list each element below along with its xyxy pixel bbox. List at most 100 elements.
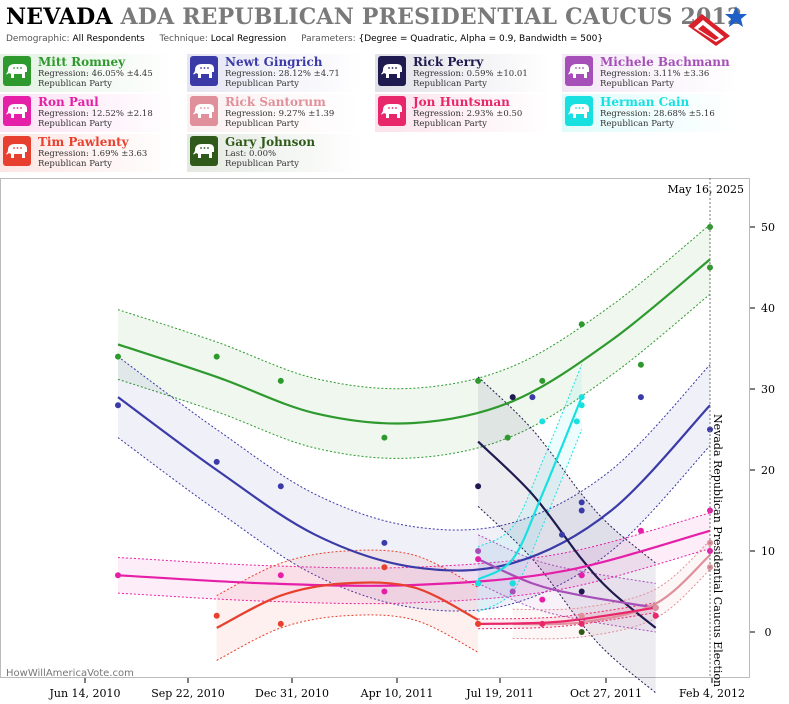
elephant-icon [190, 96, 218, 126]
poll-point-mitt-romney [539, 377, 546, 384]
poll-point-ron-paul [475, 556, 482, 563]
technique-value: Local Regression [210, 34, 287, 44]
band-lower-herman-cain [477, 429, 583, 613]
poll-point-ron-paul [637, 527, 644, 534]
candidate-stat: Regression: 28.12% ±4.71 [225, 69, 340, 79]
poll-point-herman-cain [475, 580, 482, 587]
confidence-band-newt-gingrich [118, 356, 710, 612]
poll-point-herman-cain [578, 402, 585, 409]
x-tick-label: Sep 22, 2010 [151, 687, 225, 700]
elephant-icon [190, 136, 218, 166]
candidate-name: Rick Santorum [225, 95, 326, 109]
poll-point-rick-perry [509, 394, 516, 401]
trend-line-rick-perry [477, 440, 657, 629]
candidate-name: Ron Paul [38, 95, 99, 109]
poll-point-michele-bachmann [475, 548, 482, 554]
poll-point-newt-gingrich [637, 394, 644, 401]
candidate-stat: Regression: 12.52% ±2.18 [38, 109, 153, 119]
candidate-stat: Last: 0.00% [225, 149, 277, 159]
candidate-name: Tim Pawlenty [38, 135, 129, 149]
poll-point-mitt-romney [578, 321, 585, 328]
candidate-party: Republican Party [225, 79, 299, 89]
poll-point-tim-pawlenty [213, 612, 220, 619]
elephant-icon [3, 56, 31, 86]
x-tick-label: Jun 14, 2010 [48, 687, 120, 700]
parameters-value: {Degree = Quadratic, Alpha = 0.9, Bandwi… [358, 34, 604, 44]
poll-point-tim-pawlenty [475, 620, 482, 627]
candidate-party: Republican Party [600, 119, 674, 129]
poll-point-mitt-romney [381, 434, 388, 441]
confidence-band-rick-santorum [512, 540, 710, 639]
candidate-stat: Regression: 2.93% ±0.50 [413, 109, 523, 119]
band-upper-rick-perry [477, 376, 657, 564]
elephant-icon [565, 96, 593, 126]
poll-point-herman-cain [573, 418, 580, 425]
y-tick-label: 50 [761, 221, 775, 234]
poll-point-newt-gingrich [115, 402, 121, 409]
x-tick-label: Oct 27, 2011 [570, 687, 642, 700]
trend-line-newt-gingrich [117, 396, 711, 572]
x-tick-label: Apr 10, 2011 [360, 687, 434, 700]
legend-item-jon-huntsman: Jon Huntsman Regression: 2.93% ±0.50 Rep… [375, 94, 559, 132]
poll-point-newt-gingrich [707, 426, 713, 433]
poll-point-jon-huntsman [652, 612, 659, 619]
poll-point-mitt-romney [115, 353, 121, 360]
site-logo [688, 6, 747, 46]
band-upper-newt-gingrich [117, 356, 711, 531]
current-date-label: May 16, 2025 [667, 183, 744, 196]
band-upper-jon-huntsman [478, 602, 656, 620]
y-tick-label: 0 [765, 626, 772, 639]
candidate-party: Republican Party [225, 119, 299, 129]
poll-point-mitt-romney [475, 377, 482, 384]
poll-point-rick-perry [578, 588, 585, 595]
elephant-icon [3, 136, 31, 166]
band-lower-jon-huntsman [478, 612, 656, 630]
poll-point-ron-paul [115, 572, 121, 579]
candidate-party: Republican Party [225, 159, 299, 169]
elephant-icon [378, 56, 406, 86]
candidate-stat: Regression: 46.05% ±4.45 [38, 69, 153, 79]
legend-item-rick-perry: Rick Perry Regression: 0.59% ±10.01 Repu… [375, 54, 559, 92]
candidate-name: Newt Gingrich [225, 55, 323, 69]
candidate-legend: Mitt Romney Regression: 46.05% ±4.45 Rep… [0, 54, 789, 174]
technique-label: Technique: [159, 34, 208, 44]
band-lower-tim-pawlenty [216, 614, 479, 661]
poll-point-newt-gingrich [578, 507, 585, 514]
poll-point-tim-pawlenty [277, 620, 284, 627]
band-upper-tim-pawlenty [216, 549, 479, 597]
title-rest: ADA REPUBLICAN PRESIDENTIAL CAUCUS 2012 [120, 4, 743, 30]
candidate-name: Herman Cain [600, 95, 690, 109]
trend-line-michele-bachmann [477, 558, 656, 609]
candidate-party: Republican Party [38, 159, 112, 169]
poll-point-newt-gingrich [213, 458, 220, 465]
plot-frame [0, 178, 750, 678]
candidate-party: Republican Party [38, 79, 112, 89]
elephant-icon [378, 96, 406, 126]
legend-item-tim-pawlenty: Tim Pawlenty Regression: 1.69% ±3.63 Rep… [0, 134, 184, 172]
poll-point-herman-cain [578, 394, 585, 401]
poll-point-jon-huntsman [578, 620, 585, 627]
candidate-stat: Regression: 1.69% ±3.63 [38, 149, 148, 159]
watermark: HowWillAmericaVote.com [6, 668, 134, 679]
demographic-label: Demographic: [6, 34, 70, 44]
confidence-band-mitt-romney [118, 224, 710, 459]
poll-point-ron-paul [277, 572, 284, 579]
poll-point-jon-huntsman [539, 620, 546, 627]
confidence-band-ron-paul [118, 512, 710, 604]
candidate-party: Republican Party [600, 79, 674, 89]
trend-line-herman-cain [477, 396, 583, 581]
x-tick-label: Jul 19, 2011 [465, 687, 534, 700]
poll-point-ron-paul [539, 596, 546, 603]
poll-point-rick-santorum [578, 612, 585, 619]
legend-item-rick-santorum: Rick Santorum Regression: 9.27% ±1.39 Re… [187, 94, 371, 132]
poll-point-newt-gingrich [381, 539, 388, 546]
band-lower-ron-paul [117, 548, 711, 605]
y-tick-label: 20 [761, 464, 775, 477]
legend-item-herman-cain: Herman Cain Regression: 28.68% ±5.16 Rep… [562, 94, 746, 132]
poll-point-rick-perry [475, 483, 482, 490]
band-upper-michele-bachmann [477, 534, 656, 584]
elephant-icon [565, 56, 593, 86]
candidate-stat: Regression: 28.68% ±5.16 [600, 109, 715, 119]
poll-point-rick-santorum [652, 604, 659, 611]
elephant-icon [190, 56, 218, 86]
